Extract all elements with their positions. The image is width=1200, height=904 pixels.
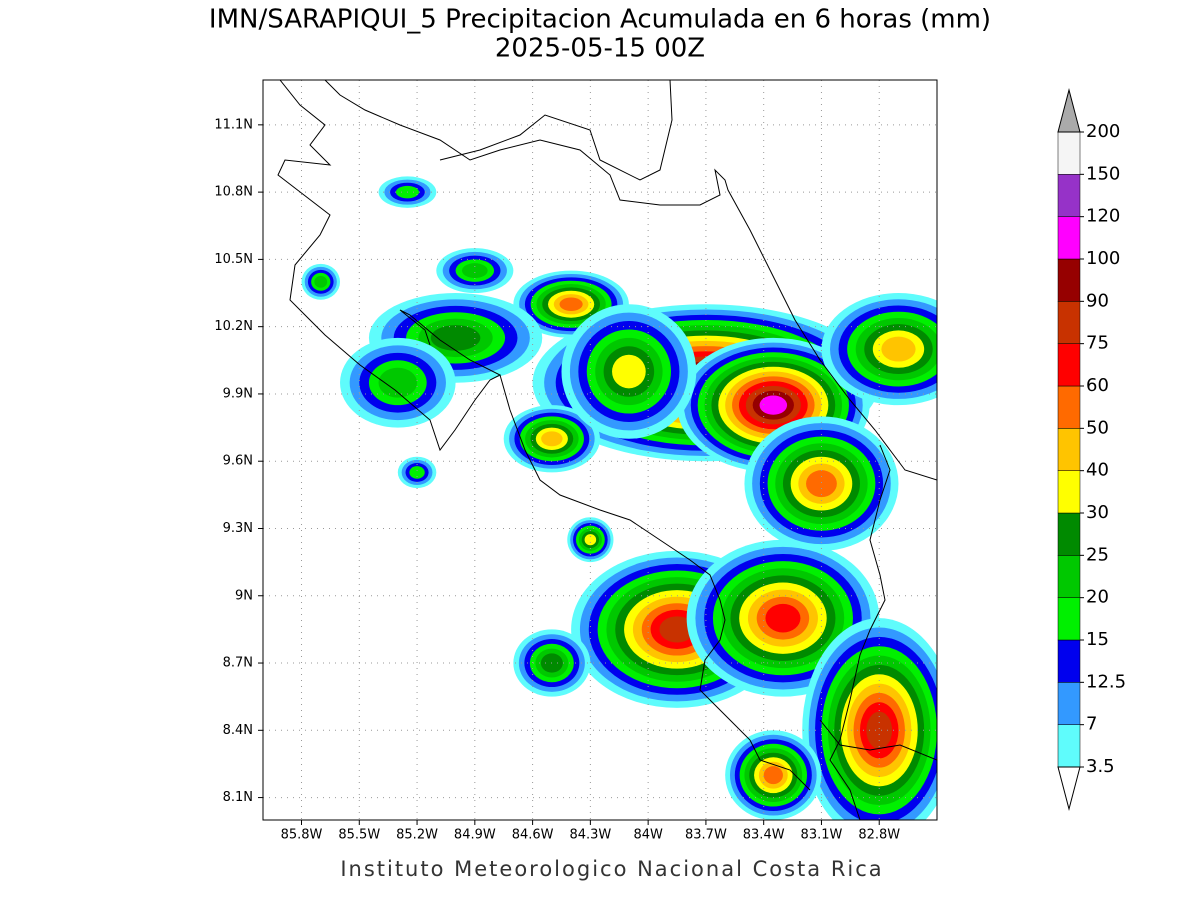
colorbar-label: 100	[1086, 248, 1120, 269]
colorbar-swatch	[1057, 258, 1081, 302]
precip-contour	[659, 616, 695, 643]
precip-contour	[461, 263, 488, 279]
precip-contour	[409, 466, 425, 479]
x-tick-label: 85.5W	[338, 828, 380, 843]
map-frame	[262, 79, 938, 821]
colorbar-label: 90	[1086, 290, 1109, 311]
x-tick-label: 84.3W	[569, 828, 611, 843]
y-tick-label: 9.9N	[223, 386, 253, 401]
colorbar-swatch	[1057, 428, 1081, 471]
precip-contour	[763, 766, 783, 785]
precip-contour	[430, 325, 481, 351]
y-tick-label: 10.5N	[214, 252, 253, 267]
colorbar-swatch	[1057, 597, 1081, 641]
title: IMN/SARAPIQUI_5 Precipitacion Acumulada …	[209, 5, 991, 35]
y-tick-label: 10.8N	[214, 185, 253, 200]
colorbar-label: 20	[1086, 587, 1109, 608]
coastlines	[277, 80, 937, 820]
y-tick-label: 9N	[235, 588, 253, 603]
precip-contour	[612, 354, 646, 389]
border	[829, 444, 891, 820]
y-tick-label: 9.3N	[223, 521, 253, 536]
colorbar-swatch	[1057, 470, 1081, 514]
coastline	[819, 719, 937, 761]
x-tick-label: 83.7W	[685, 828, 727, 843]
colorbar-label: 3.5	[1086, 756, 1115, 777]
precip-contour	[541, 431, 563, 447]
coastline	[277, 80, 502, 452]
y-tick-label: 9.6N	[223, 454, 253, 469]
colorbar-swatch	[1057, 131, 1081, 175]
x-tick-label: 82.8W	[858, 828, 900, 843]
colorbar-swatch	[1057, 682, 1081, 725]
colorbar-label: 30	[1086, 502, 1109, 523]
colorbar-label: 60	[1086, 375, 1109, 396]
colorbar-swatch	[1057, 555, 1081, 598]
colorbar-swatch	[1057, 343, 1081, 387]
precip-contour	[881, 336, 916, 362]
precip-contour	[314, 275, 328, 288]
colorbar-label: 25	[1086, 544, 1109, 565]
x-tick-label: 85.8W	[281, 828, 323, 843]
coastline	[324, 80, 937, 481]
colorbar-label: 7	[1086, 714, 1097, 735]
x-tick-label: 84.6W	[512, 828, 554, 843]
y-tick-label: 8.1N	[223, 790, 253, 805]
precip-contour	[866, 711, 893, 749]
grid	[258, 80, 937, 825]
precip-contour	[806, 470, 837, 498]
coastline	[499, 374, 811, 791]
x-tick-label: 84.9W	[454, 828, 496, 843]
y-tick-label: 8.7N	[223, 656, 253, 671]
footer: Instituto Meteorologico Nacional Costa R…	[340, 857, 883, 881]
y-tick-label: 11.1N	[214, 117, 253, 132]
x-tick-label: 85.2W	[396, 828, 438, 843]
colorbar-label: 200	[1086, 121, 1120, 142]
precip-contour	[559, 297, 583, 311]
colorbar-label: 75	[1086, 333, 1109, 354]
precip-contour	[765, 603, 801, 633]
precip-contour	[759, 395, 788, 415]
colorbar: 3.5 7 12.5 15 20 25 30 40 50 60 75 90 100 120 150 200	[1057, 88, 1126, 811]
colorbar-swatch	[1057, 724, 1081, 768]
colorbar-swatch	[1057, 174, 1081, 217]
x-tick-label: 83.1W	[801, 828, 843, 843]
colorbar-label: 15	[1086, 629, 1109, 650]
colorbar-label: 120	[1086, 206, 1120, 227]
y-tick-label: 10.2N	[214, 319, 253, 334]
colorbar-swatch	[1057, 385, 1081, 429]
colorbar-swatch	[1057, 512, 1081, 556]
colorbar-label: 40	[1086, 460, 1109, 481]
border	[439, 80, 673, 181]
colorbar-swatch	[1057, 639, 1081, 683]
colorbar-swatch	[1057, 301, 1081, 344]
subtitle: 2025-05-15 00Z	[495, 34, 705, 64]
colorbar-label: 150	[1086, 163, 1120, 184]
colorbar-label: 50	[1086, 417, 1109, 438]
precip-contour	[584, 534, 597, 546]
y-tick-label: 8.4N	[223, 723, 253, 738]
x-tick-label: 83.4W	[743, 828, 785, 843]
precip-contour	[378, 367, 418, 398]
colorbar-over	[1057, 88, 1081, 133]
colorbar-swatch	[1057, 216, 1081, 260]
x-tick-label: 84W	[633, 828, 663, 843]
precip-field	[301, 176, 937, 820]
colorbar-under	[1057, 766, 1081, 811]
colorbar-label: 12.5	[1086, 671, 1126, 692]
